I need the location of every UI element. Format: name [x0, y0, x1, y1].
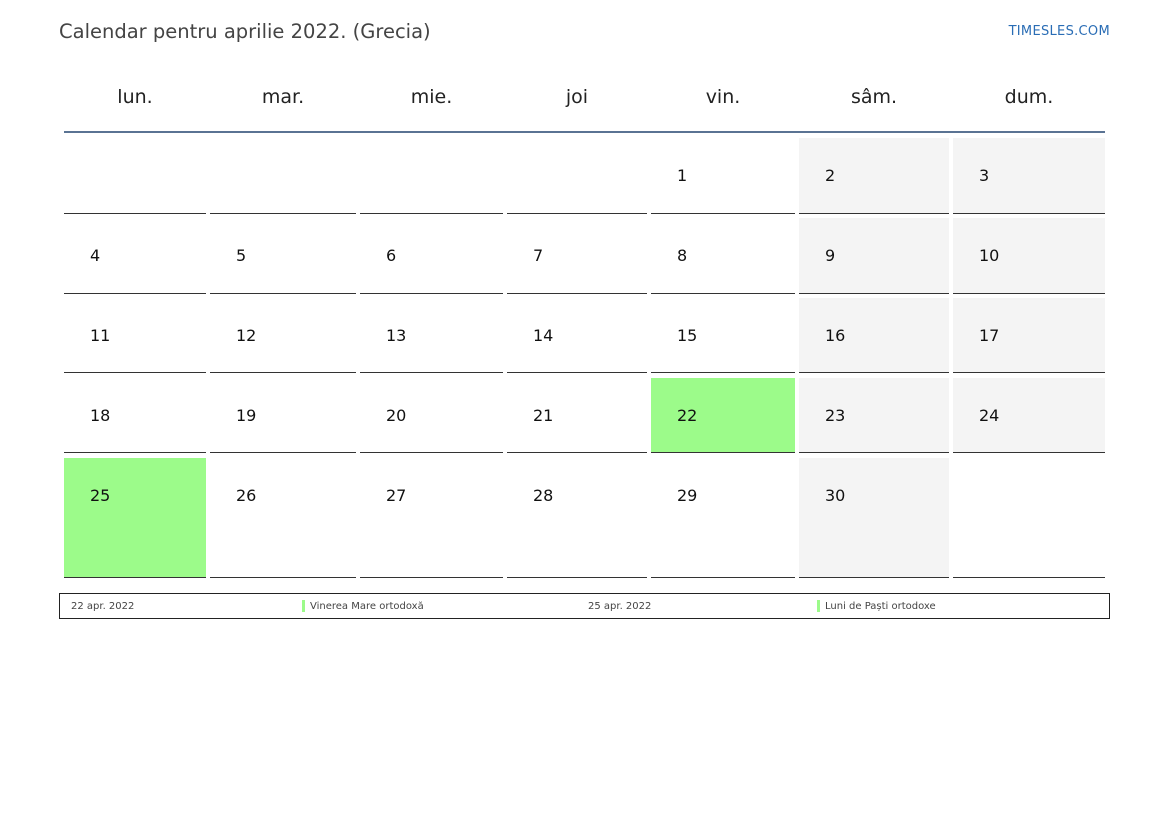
day-cell: 7	[507, 218, 647, 294]
day-cell: 19	[210, 378, 356, 453]
weekday-thursday: joi	[565, 86, 589, 108]
day-number: 27	[386, 486, 407, 505]
day-number: 25	[90, 486, 111, 505]
brand-link[interactable]: TIMESLES.COM	[1008, 24, 1110, 39]
day-number: 3	[979, 166, 990, 185]
day-number: 22	[677, 406, 698, 425]
empty-day-cell	[360, 138, 503, 214]
day-number: 23	[825, 406, 846, 425]
day-cell: 18	[64, 378, 206, 453]
day-number: 10	[979, 246, 1000, 265]
day-number: 8	[677, 246, 688, 265]
weekday-tuesday: mar.	[261, 86, 305, 108]
day-number: 17	[979, 326, 1000, 345]
day-number: 6	[386, 246, 397, 265]
legend-holiday-name: Vinerea Mare ortodoxă	[310, 601, 424, 612]
day-number: 4	[90, 246, 101, 265]
day-number: 7	[533, 246, 544, 265]
day-cell: 25	[64, 458, 206, 578]
day-number: 21	[533, 406, 554, 425]
day-number: 5	[236, 246, 247, 265]
day-cell: 28	[507, 458, 647, 578]
legend-date: 25 apr. 2022	[588, 601, 652, 612]
day-number: 9	[825, 246, 836, 265]
day-cell: 24	[953, 378, 1105, 453]
day-cell: 23	[799, 378, 949, 453]
empty-day-cell	[210, 138, 356, 214]
weekday-sunday: dum.	[1004, 86, 1054, 108]
day-cell: 22	[651, 378, 795, 453]
day-number: 29	[677, 486, 698, 505]
day-cell: 26	[210, 458, 356, 578]
day-cell: 21	[507, 378, 647, 453]
day-number: 14	[533, 326, 554, 345]
page-title: Calendar pentru aprilie 2022. (Grecia)	[59, 20, 431, 43]
weekday-saturday: sâm.	[850, 86, 898, 108]
day-cell: 12	[210, 298, 356, 373]
day-cell: 11	[64, 298, 206, 373]
day-number: 20	[386, 406, 407, 425]
day-cell: 1	[651, 138, 795, 214]
day-cell: 27	[360, 458, 503, 578]
day-number: 24	[979, 406, 1000, 425]
day-cell: 14	[507, 298, 647, 373]
empty-day-cell	[507, 138, 647, 214]
day-cell: 6	[360, 218, 503, 294]
day-number: 11	[90, 326, 111, 345]
legend-holiday-name: Luni de Paști ortodoxe	[825, 601, 936, 612]
day-number: 30	[825, 486, 846, 505]
day-cell: 10	[953, 218, 1105, 294]
day-cell: 8	[651, 218, 795, 294]
day-number: 15	[677, 326, 698, 345]
day-number: 1	[677, 166, 688, 185]
day-cell: 13	[360, 298, 503, 373]
day-number: 18	[90, 406, 111, 425]
day-cell: 17	[953, 298, 1105, 373]
empty-day-cell	[64, 138, 206, 214]
day-cell: 15	[651, 298, 795, 373]
day-cell: 29	[651, 458, 795, 578]
day-number: 16	[825, 326, 846, 345]
day-cell: 30	[799, 458, 949, 578]
legend-date: 22 apr. 2022	[71, 601, 135, 612]
day-cell: 3	[953, 138, 1105, 214]
weekday-friday: vin.	[705, 86, 741, 108]
empty-day-cell	[953, 458, 1105, 578]
day-cell: 20	[360, 378, 503, 453]
day-cell: 5	[210, 218, 356, 294]
header-divider	[64, 131, 1105, 133]
day-cell: 9	[799, 218, 949, 294]
day-cell: 4	[64, 218, 206, 294]
day-number: 19	[236, 406, 257, 425]
holiday-legend: 22 apr. 2022 Vinerea Mare ortodoxă 25 ap…	[59, 593, 1110, 619]
day-number: 2	[825, 166, 836, 185]
holiday-color-marker	[817, 600, 820, 612]
weekday-wednesday: mie.	[410, 86, 453, 108]
day-number: 12	[236, 326, 257, 345]
weekday-monday: lun.	[117, 86, 153, 108]
holiday-color-marker	[302, 600, 305, 612]
day-cell: 16	[799, 298, 949, 373]
day-number: 26	[236, 486, 257, 505]
day-number: 13	[386, 326, 407, 345]
day-number: 28	[533, 486, 554, 505]
day-cell: 2	[799, 138, 949, 214]
